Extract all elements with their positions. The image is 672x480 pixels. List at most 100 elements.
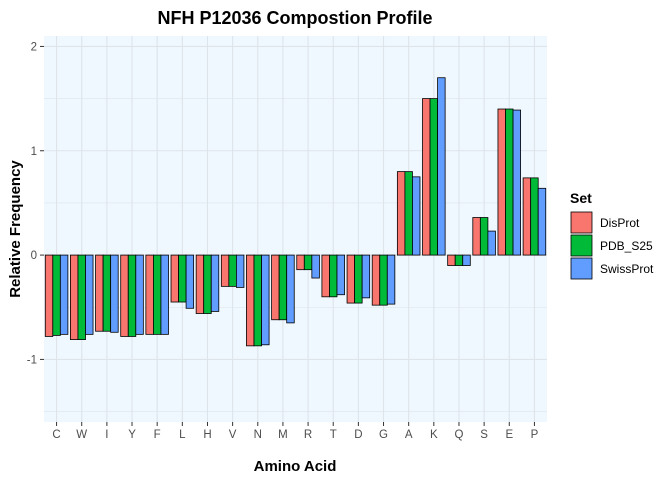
x-tick-label: W xyxy=(76,429,87,441)
plot-panel xyxy=(44,36,547,422)
bar-C-swissprot xyxy=(59,254,69,335)
legend-swatch-swissprot xyxy=(570,257,593,280)
chart-title: NFH P12036 Compostion Profile xyxy=(157,8,432,28)
x-tick-label: A xyxy=(405,429,413,441)
bar-P-disprot xyxy=(522,177,532,256)
y-tick-label: -1 xyxy=(27,354,37,366)
legend-swatch-disprot xyxy=(570,211,593,234)
x-tick-label: G xyxy=(379,429,388,441)
bar-F-swissprot xyxy=(160,254,169,335)
bar-R-pdb-s25 xyxy=(303,254,313,271)
bar-E-disprot xyxy=(497,108,506,256)
bar-K-disprot xyxy=(422,98,431,256)
bar-L-disprot xyxy=(170,254,179,303)
legend-label: SwissProt xyxy=(600,262,654,276)
bar-Y-pdb-s25 xyxy=(127,254,137,337)
x-axis-title: Amino Acid xyxy=(254,458,337,475)
bar-H-swissprot xyxy=(210,254,220,312)
bars xyxy=(44,77,547,347)
bar-A-swissprot xyxy=(412,176,421,256)
bar-Q-pdb-s25 xyxy=(454,254,464,266)
bar-V-swissprot xyxy=(235,254,245,288)
bar-K-pdb-s25 xyxy=(429,98,438,256)
bar-R-swissprot xyxy=(311,254,320,279)
bar-P-swissprot xyxy=(537,187,547,256)
bar-G-disprot xyxy=(371,254,381,306)
y-axis: -1 0 1 2 xyxy=(27,41,44,366)
x-tick-label: L xyxy=(179,429,186,441)
bar-L-pdb-s25 xyxy=(178,254,187,303)
bar-F-pdb-s25 xyxy=(153,254,162,335)
bar-E-swissprot xyxy=(512,109,521,256)
y-tick-label: 0 xyxy=(31,250,37,262)
bar-N-swissprot xyxy=(261,254,270,346)
x-tick-label: T xyxy=(330,429,337,441)
bar-I-pdb-s25 xyxy=(102,254,112,332)
bar-V-pdb-s25 xyxy=(228,254,237,287)
x-tick-label: Y xyxy=(128,429,136,441)
x-tick-label: H xyxy=(203,429,211,441)
bar-R-disprot xyxy=(296,254,305,271)
x-tick-label: S xyxy=(480,429,488,441)
bar-T-disprot xyxy=(321,254,330,298)
legend-label: PDB_S25 xyxy=(600,239,653,253)
bar-C-pdb-s25 xyxy=(52,254,61,336)
bar-W-swissprot xyxy=(85,254,94,335)
bar-Q-disprot xyxy=(447,254,456,266)
x-tick-label: F xyxy=(154,429,161,441)
bar-S-swissprot xyxy=(487,230,496,256)
bar-H-pdb-s25 xyxy=(203,254,212,314)
bar-A-pdb-s25 xyxy=(404,171,413,256)
bar-A-disprot xyxy=(396,171,406,256)
bar-D-disprot xyxy=(346,254,356,304)
x-tick-label: E xyxy=(505,429,513,441)
bar-S-pdb-s25 xyxy=(479,217,489,256)
legend-title: Set xyxy=(570,190,592,206)
x-tick-label: R xyxy=(304,429,312,441)
x-tick-label: D xyxy=(354,429,362,441)
bar-Y-disprot xyxy=(120,254,129,337)
bar-D-pdb-s25 xyxy=(354,254,363,304)
y-tick-label: 1 xyxy=(31,146,37,158)
x-tick-label: K xyxy=(430,429,438,441)
bar-V-disprot xyxy=(220,254,230,287)
x-tick-label: P xyxy=(531,429,539,441)
bar-P-pdb-s25 xyxy=(530,177,539,256)
bar-D-swissprot xyxy=(361,254,371,299)
legend-label: DisProt xyxy=(600,216,640,230)
bar-L-swissprot xyxy=(185,254,195,309)
legend: Set DisProt PDB_S25 SwissProt xyxy=(570,190,654,280)
bar-W-pdb-s25 xyxy=(77,254,86,340)
bar-S-disprot xyxy=(472,217,481,256)
bar-C-disprot xyxy=(44,254,54,337)
bar-M-swissprot xyxy=(286,254,295,324)
y-axis-title: Relative Frequency xyxy=(7,160,24,298)
x-tick-label: N xyxy=(254,429,262,441)
y-tick-label: 2 xyxy=(31,41,37,53)
bar-I-disprot xyxy=(95,254,104,332)
bar-I-swissprot xyxy=(110,254,119,333)
x-tick-label: Q xyxy=(454,429,463,441)
bar-F-disprot xyxy=(145,254,154,335)
x-tick-label: V xyxy=(229,429,237,441)
bar-Y-swissprot xyxy=(135,254,144,335)
bar-H-disprot xyxy=(195,254,205,314)
bar-W-disprot xyxy=(70,254,79,340)
bar-Q-swissprot xyxy=(462,254,471,266)
bar-G-swissprot xyxy=(386,254,396,305)
x-tick-label: C xyxy=(52,429,60,441)
bar-G-pdb-s25 xyxy=(379,254,388,306)
bar-M-disprot xyxy=(271,254,280,321)
bar-T-pdb-s25 xyxy=(329,254,338,298)
x-tick-label: M xyxy=(278,429,288,441)
bar-N-pdb-s25 xyxy=(253,254,262,347)
bar-K-swissprot xyxy=(437,77,446,256)
bar-N-disprot xyxy=(246,254,255,347)
bar-E-pdb-s25 xyxy=(505,108,514,256)
bar-M-pdb-s25 xyxy=(278,254,288,321)
bar-T-swissprot xyxy=(336,254,345,296)
x-tick-label: I xyxy=(105,429,108,441)
legend-swatch-pdb-s25 xyxy=(570,234,593,257)
